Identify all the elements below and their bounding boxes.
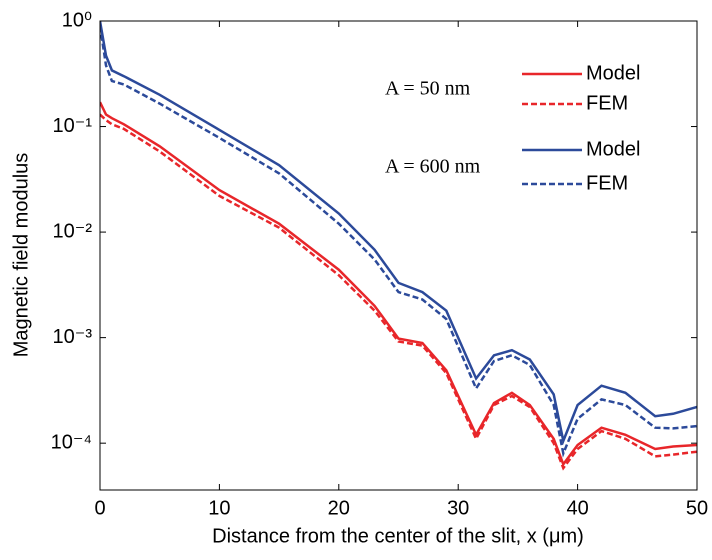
annotation: A = 600 nm (385, 156, 481, 178)
x-tick-label: 20 (328, 497, 350, 519)
plot-frame (99, 20, 698, 491)
x-tick-label: 0 (94, 497, 105, 519)
legend-label: Model (586, 62, 640, 84)
series-line (100, 25, 697, 458)
x-tick-label: 50 (686, 497, 708, 519)
y-tick-label: 10⁰ (62, 9, 92, 31)
series-line (100, 101, 697, 467)
y-tick-label: 10⁻³ (53, 326, 93, 348)
y-tick-label: 10⁻⁴ (51, 431, 92, 453)
x-tick-label: 10 (208, 497, 230, 519)
x-axis-label: Distance from the center of the slit, x … (212, 525, 584, 547)
y-tick-label: 10⁻¹ (53, 115, 93, 137)
y-axis-label: Magnetic field modulus (10, 153, 32, 358)
x-tick-label: 30 (447, 497, 469, 519)
legend-label: FEM (586, 92, 628, 114)
annotation: A = 50 nm (385, 78, 471, 100)
y-tick-label: 10⁻² (53, 220, 93, 242)
series-line (100, 21, 697, 446)
legend-label: Model (586, 138, 640, 160)
legend-label: FEM (586, 172, 628, 194)
x-tick-label: 40 (566, 497, 588, 519)
series-line (100, 113, 697, 471)
